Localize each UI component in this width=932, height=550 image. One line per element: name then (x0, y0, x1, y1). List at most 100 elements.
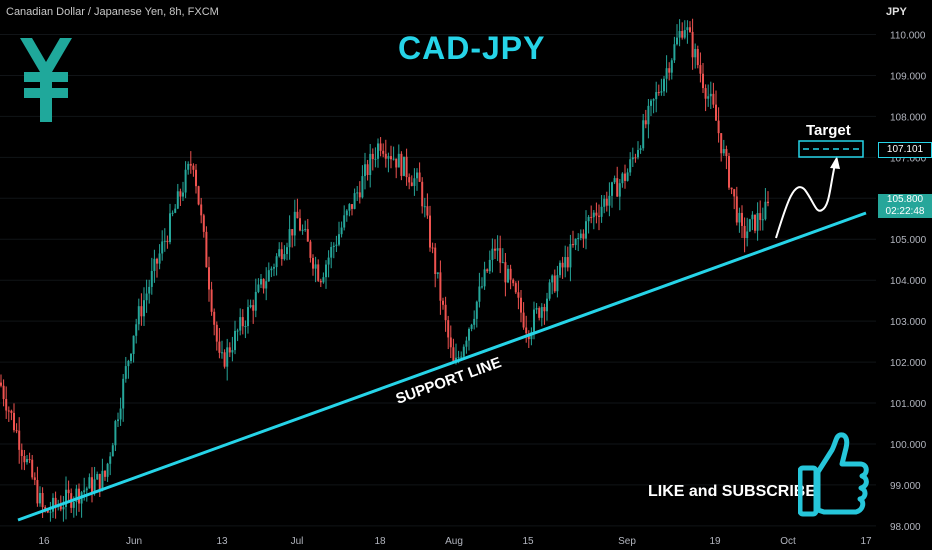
candle-body (65, 489, 67, 508)
candle-body (501, 262, 504, 264)
candle-body (421, 181, 424, 207)
candle-body (678, 31, 681, 38)
candle-body (85, 488, 88, 491)
candle-body (174, 208, 177, 213)
candle-body (283, 254, 286, 260)
candle-body (234, 330, 236, 351)
candle-body (704, 88, 707, 99)
candle-body (405, 156, 408, 178)
candle-body (491, 248, 494, 260)
candle-body (44, 507, 47, 510)
candle-body (403, 156, 405, 176)
candle-body (75, 488, 78, 502)
candle-body (569, 244, 572, 268)
candle-body (572, 244, 574, 246)
y-tick-label: 99.000 (890, 481, 921, 492)
candle-body (252, 305, 255, 311)
candle-body (270, 268, 273, 271)
candle-body (559, 262, 561, 276)
candle-body (291, 229, 294, 236)
candle-body (694, 48, 697, 58)
candle-body (158, 253, 161, 264)
candle-body (566, 257, 569, 268)
candle-body (88, 477, 91, 489)
candle-body (140, 306, 143, 317)
candle-body (683, 30, 686, 38)
candle-body (439, 272, 442, 301)
candle-body (582, 233, 585, 239)
candle-body (109, 456, 112, 464)
candle-body (652, 99, 655, 101)
candle-body (275, 256, 278, 268)
candle-body (616, 178, 619, 197)
candle-body (629, 159, 632, 173)
candle-body (351, 204, 353, 209)
candle-body (426, 206, 429, 216)
countdown-value: 02:22:48 (885, 206, 925, 217)
candle-body (681, 31, 684, 38)
candle-body (457, 357, 460, 359)
candle-body (486, 269, 489, 272)
candle-body (205, 231, 208, 268)
candle-body (111, 445, 114, 457)
candle-body (642, 120, 645, 149)
candle-body (213, 311, 216, 325)
candle-body (36, 480, 39, 504)
target-label: Target (806, 122, 851, 139)
candle-body (418, 172, 421, 182)
candle-body (182, 192, 184, 197)
candle-body (696, 48, 699, 66)
candle-body (423, 206, 426, 208)
candle-body (709, 93, 712, 97)
candle-body (553, 275, 556, 292)
candle-body (600, 206, 603, 217)
candle-body (613, 178, 616, 183)
candle-body (156, 258, 158, 264)
candle-body (7, 410, 10, 412)
candle-body (340, 227, 343, 235)
candle-body (408, 177, 411, 183)
candle-body (98, 473, 101, 490)
candle-body (504, 262, 507, 283)
candle-body (468, 328, 470, 341)
candle-body (143, 300, 145, 317)
candle-body (533, 309, 535, 332)
candle-body (239, 317, 242, 331)
last-price-value: 105.800 (886, 194, 924, 205)
candle-body (166, 240, 169, 243)
candle-body (286, 247, 288, 255)
x-tick-label: 17 (860, 536, 872, 547)
x-tick-label: Jul (291, 536, 304, 547)
candle-body (13, 412, 15, 431)
candle-body (366, 164, 369, 176)
candle-body (605, 198, 608, 206)
candle-body (78, 488, 80, 504)
candle-body (5, 399, 8, 411)
candle-body (31, 459, 34, 478)
candle-body (130, 353, 132, 361)
candle-body (587, 216, 590, 222)
x-tick-label: Aug (445, 536, 463, 547)
candle-body (481, 286, 483, 288)
candle-body (626, 172, 629, 181)
candle-body (330, 246, 333, 258)
candle-body (447, 320, 450, 338)
candle-body (192, 165, 195, 170)
candle-body (598, 215, 600, 217)
candle-body (517, 292, 520, 298)
candle-body (538, 308, 541, 318)
candle-body (189, 163, 192, 166)
candle-body (699, 65, 702, 74)
candle-body (41, 493, 44, 508)
candle-body (2, 385, 5, 400)
candle-body (574, 238, 577, 246)
y-tick-label: 100.000 (890, 440, 927, 451)
candle-body (356, 192, 359, 194)
candle-body (546, 298, 548, 312)
candle-body (644, 120, 647, 125)
candle-body (91, 477, 93, 493)
candle-body (161, 241, 164, 254)
candle-body (764, 201, 767, 220)
candle-body (18, 430, 21, 450)
